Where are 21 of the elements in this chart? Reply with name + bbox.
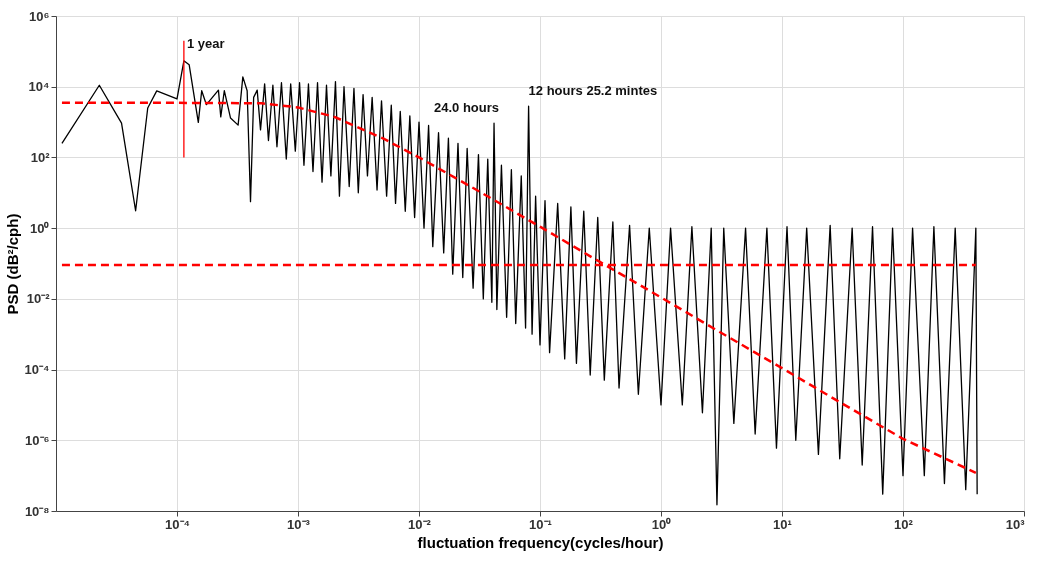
x-tick-label: 10⁰ xyxy=(651,516,672,532)
annotation: 12 hours 25.2 mintes xyxy=(528,83,658,99)
x-tick-label: 10⁻² xyxy=(408,516,432,532)
y-tick-label: 10⁻⁸ xyxy=(24,503,50,519)
x-tick-label: 10³ xyxy=(1005,516,1026,532)
x-tick-label: 10⁻⁴ xyxy=(165,516,190,532)
y-tick-label: 10⁻² xyxy=(26,291,51,307)
x-tick-label: 10² xyxy=(894,516,914,532)
y-tick-label: 10⁻⁶ xyxy=(25,432,50,448)
x-tick-label: 10⁻¹ xyxy=(529,516,552,532)
x-tick-label: 10¹ xyxy=(773,516,792,532)
y-tick-label: 10² xyxy=(30,149,51,165)
y-tick-label: 10⁴ xyxy=(28,79,50,95)
annotation: 1 year xyxy=(186,35,225,51)
x-tick-label: 10⁻³ xyxy=(287,516,311,532)
y-tick-label: 10⁻⁴ xyxy=(24,362,50,378)
annotation: 24.0 hours xyxy=(434,100,500,116)
y-tick-label: 10⁶ xyxy=(29,8,50,24)
y-axis-title: PSD (dB²/cph) xyxy=(3,213,21,315)
y-tick-label: 10⁰ xyxy=(30,220,50,236)
x-axis-title: fluctuation frequency(cycles/hour) xyxy=(417,533,664,551)
